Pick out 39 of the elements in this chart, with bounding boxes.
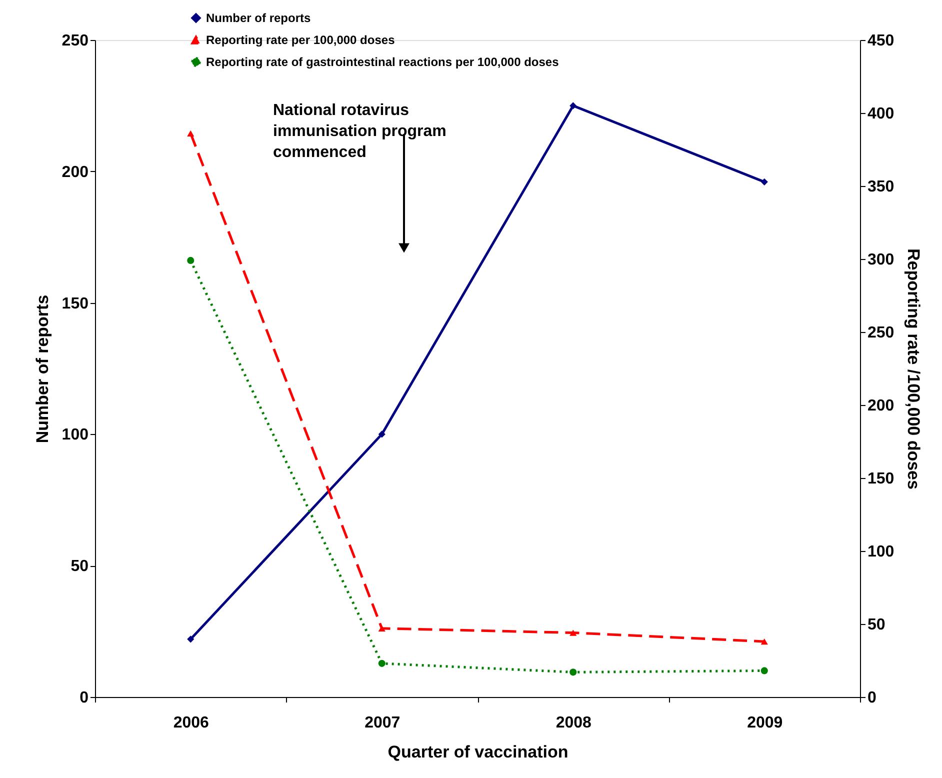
- point: [378, 625, 386, 632]
- y2-tick-label: 200: [868, 398, 894, 414]
- y2-tick-label: 400: [868, 106, 894, 122]
- x-tick-label: 2008: [556, 714, 592, 732]
- y-tick-label: 100: [62, 426, 89, 444]
- y2-tick-label: 100: [868, 544, 894, 560]
- x-axis-title: Quarter of vaccination: [388, 742, 568, 762]
- point: [187, 130, 194, 136]
- point: [570, 630, 577, 636]
- point: [187, 636, 194, 643]
- y-tick-label: 0: [80, 690, 89, 706]
- x-tick-label: 2009: [747, 714, 783, 732]
- legend-label: Reporting rate of gastrointestinal reactions per 100,000 doses: [206, 55, 560, 69]
- legend-label: Number of reports: [206, 11, 312, 25]
- x-tick-label: 2006: [173, 714, 210, 732]
- y2-tick-label: 450: [868, 32, 894, 50]
- y2-tick-label: 50: [868, 616, 886, 634]
- y-tick-label: 50: [70, 558, 89, 576]
- point: [378, 660, 386, 667]
- point: [760, 667, 768, 674]
- y2-tick-label: 0: [868, 690, 876, 706]
- point: [760, 638, 768, 645]
- x-tick-label: 2007: [364, 714, 400, 732]
- point: [570, 668, 577, 676]
- point: [378, 430, 386, 438]
- y2-tick-label: 350: [868, 178, 894, 196]
- legend-label: Reporting rate per 100,000 doses: [206, 33, 396, 47]
- point: [570, 102, 577, 110]
- y2-axis-title: Reporting rate /100,000 doses: [904, 248, 924, 490]
- y2-tick-label: 300: [868, 252, 894, 268]
- y2-tick-label: 250: [868, 324, 894, 342]
- y2-tick-label: 150: [868, 470, 894, 488]
- y-tick-label: 150: [62, 295, 89, 312]
- annotation: National rotavirus immunisation program commenced: [273, 102, 446, 161]
- y-tick-label: 200: [62, 164, 89, 181]
- point: [760, 178, 768, 186]
- y-axis-title: Number of reports: [32, 294, 52, 444]
- y-tick-label: 250: [62, 32, 89, 50]
- point: [187, 256, 194, 264]
